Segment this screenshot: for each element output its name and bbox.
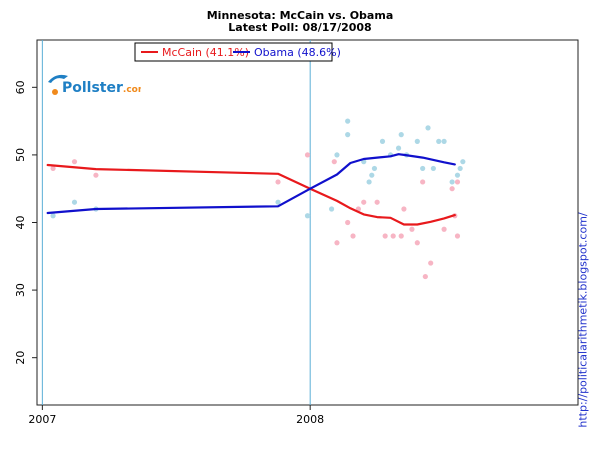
mccain-poll-point [390, 233, 396, 239]
obama-poll-point [398, 132, 404, 138]
x-axis: 2007 2008 [28, 405, 324, 426]
y-tick-label: 50 [14, 148, 27, 162]
obama-poll-point [329, 206, 335, 212]
obama-poll-point [71, 199, 78, 205]
obama-poll-point [425, 125, 431, 131]
mccain-poll-point [71, 159, 78, 165]
obama-poll-point [345, 132, 351, 138]
mccain-poll-point [350, 233, 356, 239]
mccain-poll-point [454, 233, 461, 239]
chart-subtitle: Latest Poll: 08/17/2008 [228, 21, 371, 34]
mccain-poll-point [428, 260, 434, 266]
y-tick-label: 20 [14, 351, 27, 365]
obama-poll-point [414, 138, 420, 144]
legend-mccain-label: McCain (41.1%) [162, 46, 249, 59]
pollster-logo: Pollster.com [46, 70, 147, 100]
y-tick-label: 40 [14, 216, 27, 230]
y-tick-label: 60 [14, 80, 27, 94]
pollster-swoosh-icon [48, 74, 68, 83]
mccain-poll-point [331, 159, 337, 165]
mccain-poll-point [422, 273, 428, 280]
obama-poll-point [460, 159, 466, 165]
obama-poll-point [275, 199, 281, 205]
obama-poll-point [449, 179, 455, 185]
obama-trend-line [46, 153, 456, 215]
obama-poll-point [50, 213, 56, 219]
legend: McCain (41.1%) Obama (48.6%) [134, 42, 341, 62]
obama-poll-point [441, 138, 447, 144]
mccain-poll-point [449, 186, 455, 192]
mccain-poll-point [454, 179, 461, 185]
obama-poll-point [345, 118, 351, 124]
mccain-poll-point [93, 172, 99, 178]
chart-title: Minnesota: McCain vs. Obama [207, 9, 394, 22]
legend-obama-label: Obama (48.6%) [254, 46, 341, 59]
y-axis: 20 30 40 50 60 [14, 80, 37, 365]
obama-poll-point [420, 165, 426, 172]
y-tick-label: 30 [14, 283, 27, 297]
mccain-poll-point [334, 240, 340, 246]
mccain-poll-point [382, 233, 388, 239]
obama-poll-point [379, 138, 386, 144]
x-tick-label: 2007 [28, 413, 56, 426]
mccain-poll-point [420, 179, 426, 185]
mccain-poll-point [361, 199, 367, 205]
obama-poll-point [430, 165, 436, 172]
poll-points [50, 118, 466, 280]
blog-link[interactable]: http://politicalarithmetik.blogspot.com/ [576, 212, 590, 428]
mccain-poll-point [50, 165, 56, 172]
mccain-poll-point [401, 206, 407, 212]
obama-poll-point [395, 145, 402, 151]
mccain-poll-point [398, 233, 404, 239]
mccain-poll-point [275, 179, 281, 185]
mccain-trend-line [46, 163, 456, 226]
mccain-poll-point [374, 199, 380, 205]
pollster-wordmark: Pollster.com [62, 80, 141, 96]
mccain-poll-point [409, 226, 415, 232]
obama-poll-point [436, 138, 442, 144]
mccain-poll-point [441, 226, 447, 232]
obama-poll-point [454, 172, 461, 178]
x-tick-label: 2008 [296, 413, 324, 426]
mccain-poll-point [304, 152, 311, 158]
obama-poll-point [457, 165, 463, 172]
mccain-poll-point [414, 240, 420, 246]
year-marker-lines [41, 40, 311, 405]
obama-poll-point [334, 152, 340, 158]
pollster-dot-icon [52, 89, 58, 95]
mccain-poll-point [345, 219, 351, 226]
obama-poll-point [369, 172, 375, 178]
obama-poll-point [366, 179, 372, 185]
obama-poll-point [304, 213, 311, 219]
trend-lines [46, 153, 456, 226]
obama-poll-point [371, 165, 378, 172]
